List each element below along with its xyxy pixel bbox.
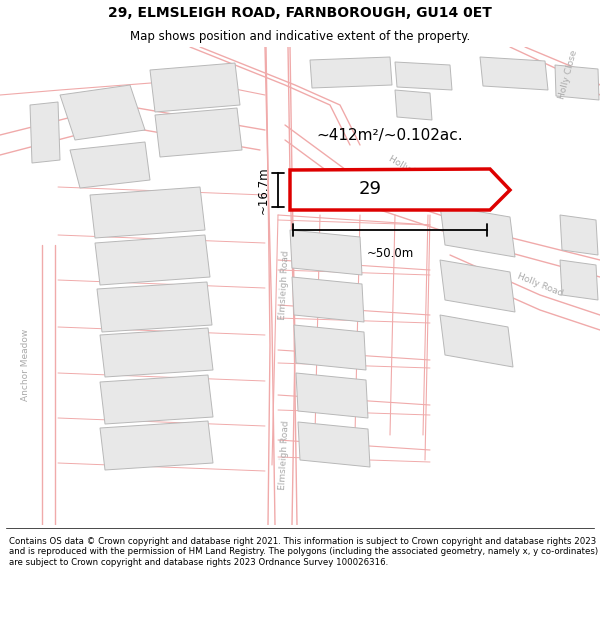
Text: Map shows position and indicative extent of the property.: Map shows position and indicative extent… <box>130 30 470 43</box>
Polygon shape <box>30 102 60 163</box>
Polygon shape <box>555 65 599 100</box>
Text: ~16.7m: ~16.7m <box>257 166 270 214</box>
Polygon shape <box>296 373 368 418</box>
Polygon shape <box>560 215 598 255</box>
Polygon shape <box>395 90 432 120</box>
Polygon shape <box>155 108 242 157</box>
Polygon shape <box>480 57 548 90</box>
Polygon shape <box>560 260 598 300</box>
Polygon shape <box>97 282 212 332</box>
Text: Holly Close: Holly Close <box>557 49 579 101</box>
Polygon shape <box>150 63 240 112</box>
Polygon shape <box>440 260 515 312</box>
Text: ~412m²/~0.102ac.: ~412m²/~0.102ac. <box>317 127 463 142</box>
Polygon shape <box>60 85 145 140</box>
Polygon shape <box>100 375 213 424</box>
Polygon shape <box>298 422 370 467</box>
Polygon shape <box>290 169 510 210</box>
Polygon shape <box>294 325 366 370</box>
Polygon shape <box>95 235 210 285</box>
Text: Elmsleigh Road: Elmsleigh Road <box>278 420 290 490</box>
Polygon shape <box>290 230 362 275</box>
Text: Holly Road: Holly Road <box>387 154 433 186</box>
Polygon shape <box>395 62 452 90</box>
Polygon shape <box>310 57 392 88</box>
Text: Contains OS data © Crown copyright and database right 2021. This information is : Contains OS data © Crown copyright and d… <box>9 537 598 567</box>
Polygon shape <box>440 205 515 257</box>
Text: Holly Road: Holly Road <box>516 272 564 298</box>
Polygon shape <box>100 328 213 377</box>
Polygon shape <box>292 277 364 322</box>
Polygon shape <box>440 315 513 367</box>
Text: 29, ELMSLEIGH ROAD, FARNBOROUGH, GU14 0ET: 29, ELMSLEIGH ROAD, FARNBOROUGH, GU14 0E… <box>108 6 492 20</box>
Text: Anchor Meadow: Anchor Meadow <box>20 329 29 401</box>
Text: Elmsleigh Road: Elmsleigh Road <box>278 250 290 320</box>
Text: ~50.0m: ~50.0m <box>367 247 413 260</box>
Polygon shape <box>100 421 213 470</box>
Text: 29: 29 <box>359 180 382 198</box>
Polygon shape <box>90 187 205 238</box>
Polygon shape <box>70 142 150 188</box>
